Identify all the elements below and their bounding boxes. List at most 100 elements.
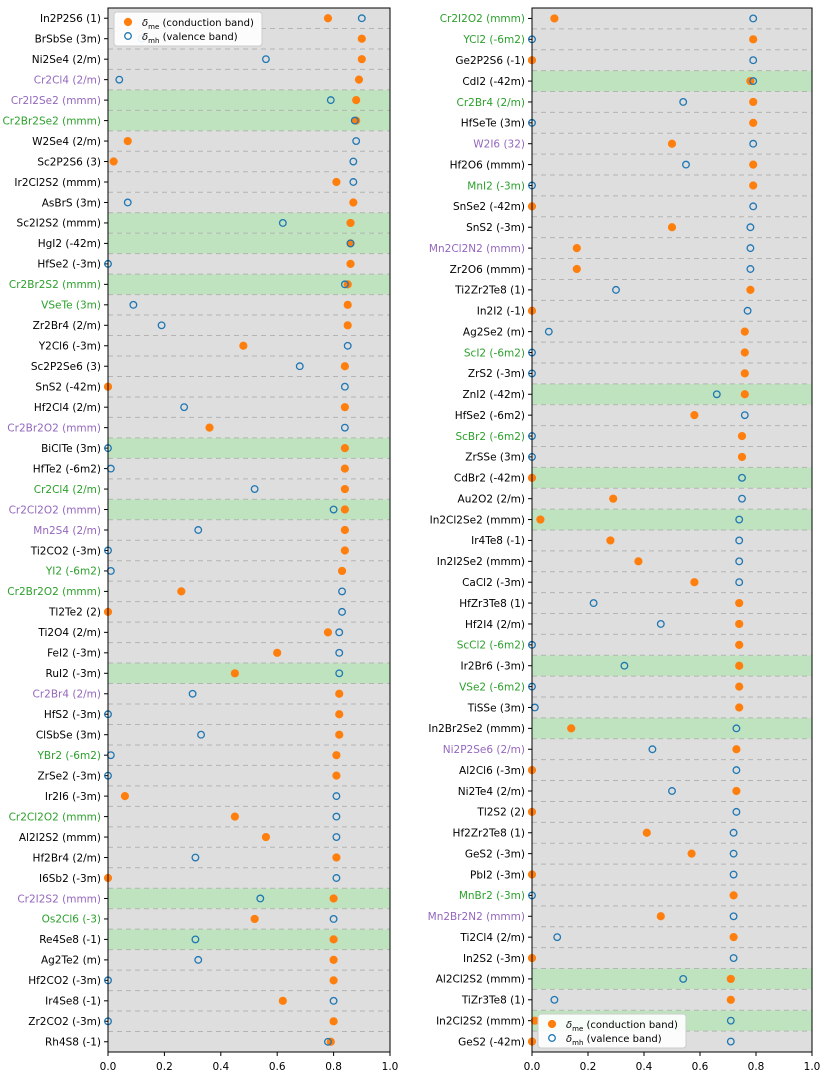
conduction-band-point [323,14,333,23]
valence-band-point [553,933,562,942]
row-label: FeI2 (-3m) [47,648,101,660]
row-band [108,888,390,909]
row-band [108,458,390,479]
valence-band-point [340,280,349,289]
conduction-band-point [340,403,349,412]
conduction-band-point [340,444,349,453]
row-label: Cr2Br2O2 (mmm) [7,586,101,598]
row-band [108,581,390,602]
conduction-band-point [261,832,271,842]
row-label: Re4Se8 (-1) [39,934,101,946]
row-label: CdBr2 (-42m) [454,473,525,485]
row-band [108,110,390,131]
conduction-band-point [536,515,545,524]
valence-band-point [340,423,349,432]
conduction-band-point [740,390,749,399]
valence-band-point [180,403,189,412]
row-label: Tl2Te2 (2) [48,607,101,619]
valence-band-point [732,807,741,816]
row-label: AsBrS (3m) [42,197,101,209]
row-label: Cr2Cl2O2 (mmm) [9,504,101,516]
right-panel: Cr2I2O2 (mmm) YCl2 (-6m2) Ge2P2S6 (-1) CdI2… [428,7,821,1073]
row-band [108,192,390,213]
row-band [532,509,812,530]
row-label: Ni2P2Se6 (2/m) [443,744,525,756]
x-tick-label: 0.0 [100,1061,117,1073]
row-band [532,968,812,990]
row-label: BiClTe (3m) [41,443,101,455]
row-band [532,91,812,113]
valence-band-point [349,178,358,186]
valence-band-point [726,1016,735,1025]
row-band [532,8,812,29]
row-band [108,929,390,950]
row-band [532,676,812,698]
conduction-band-point [239,341,248,350]
row-label: Cr2I2Se2 (mmm) [11,95,101,107]
row-label: Ge2P2S6 (-1) [455,55,525,67]
row-label: Hf2Cl4 (2/m) [34,402,101,414]
row-band [532,822,812,844]
conduction-band-point [250,914,259,924]
x-tick-label: 0.4 [212,1061,229,1073]
x-tick-label: 1.0 [804,1061,821,1073]
row-label: Ni2Te4 (2/m) [458,786,525,798]
row-band [108,806,390,827]
row-band [108,949,390,971]
row-band [108,69,390,90]
row-label: In2S2 (-3m) [463,953,525,965]
row-label: TiZr3Te8 (1) [461,995,525,1007]
row-band [108,478,390,500]
row-band [108,1011,390,1032]
valence-band-point [735,515,744,524]
axes-frame [531,7,813,1053]
row-label: HfS2 (-3m) [44,709,101,721]
valence-band-point [738,473,746,482]
valence-band-point [729,849,738,858]
valence-band-point [743,306,752,315]
row-band [108,519,390,541]
valence-band-point [197,730,206,739]
row-label: Sc2P2Se6 (3) [31,361,101,373]
valence-band-point [324,1037,332,1046]
valence-band-point [726,1037,735,1046]
row-band [108,171,390,193]
row-band [108,642,390,664]
conduction-band-point [690,578,699,587]
valence-band-point [732,724,741,733]
valence-band-point [332,792,341,801]
valence-band-point [250,485,259,494]
row-band [108,990,390,1012]
valence-band-point [648,745,657,754]
conduction-band-point [109,157,118,166]
row-label: Cr2Cl4 (2/m) [34,74,101,86]
row-band [532,112,812,134]
row-band [532,154,812,176]
row-band [532,989,812,1011]
row-band [108,704,390,725]
valence-band-point [350,116,359,125]
conduction-band-point [329,935,338,944]
valence-band-point [188,689,197,698]
row-label: ScBr2 (-6m2) [455,431,525,443]
valence-band-point [129,300,138,309]
row-label: Ag2Te2 (m) [41,955,101,967]
valence-band-point [332,812,341,821]
conduction-band-point [746,285,755,294]
conduction-band-point [343,321,352,330]
row-label: CaCl2 (-3m) [462,577,525,589]
conduction-band-point [357,34,366,43]
row-label: YI2 (-6m2) [45,566,101,578]
valence-band-point [749,202,758,211]
legend-marker-conduction [547,1019,557,1029]
row-band [532,383,812,405]
row-label: In2I2Se2 (mmm) [437,556,525,568]
row-label: ZrSe2 (-3m) [37,770,101,782]
conduction-band-point [735,640,744,649]
conduction-band-point [749,97,758,107]
row-band [108,1031,390,1052]
legend-marker-valence [124,32,132,40]
row-label: HfZr3Te8 (1) [459,598,525,610]
row-band [532,530,812,551]
valence-band-point [749,139,758,148]
